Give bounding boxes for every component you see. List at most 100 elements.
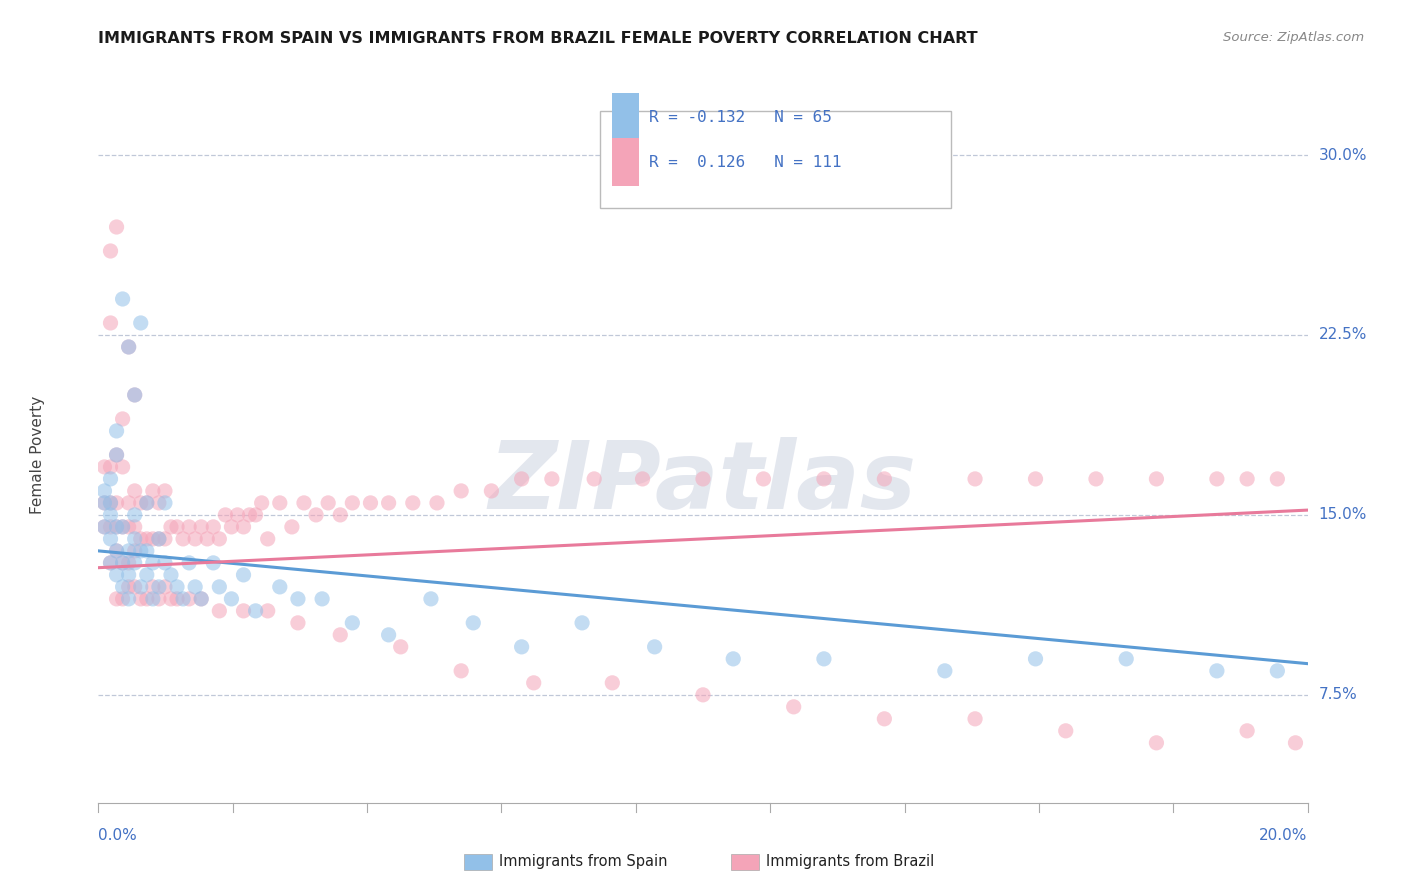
Point xyxy=(142,483,165,498)
Point xyxy=(583,472,606,486)
Point xyxy=(190,520,212,534)
Point xyxy=(142,532,165,546)
Point xyxy=(450,483,472,498)
Point xyxy=(129,496,152,510)
Point xyxy=(813,472,835,486)
Point xyxy=(208,604,231,618)
Point xyxy=(118,567,141,582)
Point xyxy=(721,652,744,666)
Point xyxy=(105,520,128,534)
Point xyxy=(118,580,141,594)
Point xyxy=(177,520,201,534)
Point xyxy=(360,496,382,510)
Point xyxy=(1265,664,1288,678)
Point xyxy=(221,591,243,606)
Point xyxy=(100,532,122,546)
Point xyxy=(305,508,328,522)
Point xyxy=(111,556,134,570)
Point xyxy=(316,496,339,510)
Text: ZIPatlas: ZIPatlas xyxy=(489,437,917,529)
Point xyxy=(124,508,146,522)
Point xyxy=(124,520,146,534)
Point xyxy=(135,544,157,558)
Point xyxy=(100,556,122,570)
Point xyxy=(965,472,987,486)
Point xyxy=(105,544,128,558)
Point xyxy=(232,520,254,534)
Point xyxy=(100,459,122,474)
Text: Immigrants from Spain: Immigrants from Spain xyxy=(499,855,668,869)
Point xyxy=(111,556,134,570)
Point xyxy=(148,591,170,606)
Point xyxy=(208,580,231,594)
Point xyxy=(105,520,128,534)
Point xyxy=(135,591,157,606)
Point xyxy=(1115,652,1137,666)
Point xyxy=(100,520,122,534)
Point xyxy=(692,472,714,486)
Point xyxy=(166,520,188,534)
Point xyxy=(184,532,207,546)
Point xyxy=(166,580,188,594)
Point xyxy=(239,508,262,522)
Point xyxy=(1206,472,1229,486)
Point xyxy=(93,483,115,498)
Point xyxy=(172,532,194,546)
Point xyxy=(873,472,896,486)
Point xyxy=(1024,472,1046,486)
Point xyxy=(377,496,399,510)
Point xyxy=(463,615,485,630)
Point xyxy=(118,591,141,606)
Point xyxy=(124,388,146,402)
Text: 30.0%: 30.0% xyxy=(1319,147,1367,162)
Point xyxy=(129,544,152,558)
Text: 0.0%: 0.0% xyxy=(98,828,138,843)
Point xyxy=(105,591,128,606)
Text: R = -0.132   N = 65: R = -0.132 N = 65 xyxy=(648,110,831,125)
Point xyxy=(202,520,225,534)
Point xyxy=(481,483,503,498)
Point xyxy=(100,472,122,486)
Point xyxy=(148,532,170,546)
Point xyxy=(342,496,364,510)
Point xyxy=(1144,472,1167,486)
Point xyxy=(426,496,449,510)
Point xyxy=(644,640,666,654)
Point xyxy=(934,664,956,678)
Point xyxy=(1206,664,1229,678)
Point xyxy=(177,556,201,570)
Point xyxy=(111,520,134,534)
Text: Source: ZipAtlas.com: Source: ZipAtlas.com xyxy=(1223,31,1364,45)
Point xyxy=(111,292,134,306)
Point xyxy=(135,496,157,510)
Point xyxy=(1054,723,1077,738)
Point xyxy=(124,532,146,546)
Point xyxy=(100,496,122,510)
Point xyxy=(1265,472,1288,486)
Point xyxy=(93,496,115,510)
Point xyxy=(1236,472,1258,486)
Point xyxy=(160,591,183,606)
Point xyxy=(105,448,128,462)
Point xyxy=(124,388,146,402)
Point xyxy=(111,412,134,426)
Point xyxy=(377,628,399,642)
Point xyxy=(813,652,835,666)
Point xyxy=(214,508,236,522)
Point xyxy=(782,699,804,714)
Text: 20.0%: 20.0% xyxy=(1260,828,1308,843)
Point xyxy=(100,316,122,330)
Point xyxy=(111,591,134,606)
Point xyxy=(402,496,425,510)
Point xyxy=(111,459,134,474)
Point xyxy=(105,567,128,582)
Point xyxy=(129,532,152,546)
Text: R =  0.126   N = 111: R = 0.126 N = 111 xyxy=(648,154,841,169)
Point xyxy=(1144,736,1167,750)
Point xyxy=(256,532,278,546)
Point xyxy=(118,544,141,558)
Point xyxy=(118,520,141,534)
Point xyxy=(100,556,122,570)
Text: 22.5%: 22.5% xyxy=(1319,327,1367,343)
Point xyxy=(1085,472,1108,486)
